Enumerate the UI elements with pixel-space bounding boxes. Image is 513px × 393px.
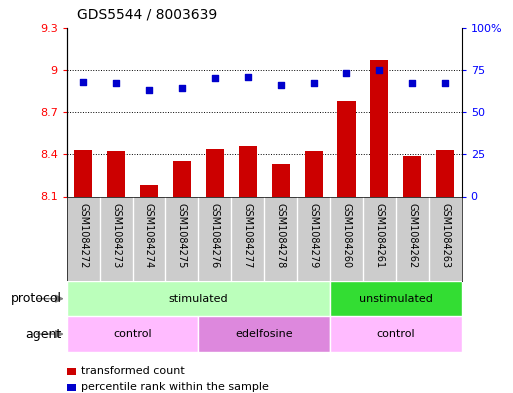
Bar — [330, 281, 462, 316]
Point — [112, 80, 120, 86]
Bar — [74, 150, 92, 196]
Text: GSM1084274: GSM1084274 — [144, 203, 154, 268]
Bar — [173, 161, 191, 196]
Text: GSM1084277: GSM1084277 — [243, 203, 253, 269]
Bar — [305, 151, 323, 196]
Point — [441, 80, 449, 86]
Text: GSM1084276: GSM1084276 — [210, 203, 220, 268]
Text: GSM1084273: GSM1084273 — [111, 203, 121, 268]
Bar — [338, 101, 356, 196]
Text: unstimulated: unstimulated — [359, 294, 433, 304]
Point — [79, 79, 87, 85]
Point — [342, 70, 350, 76]
Point — [244, 73, 252, 80]
Text: control: control — [377, 329, 415, 339]
Bar — [330, 316, 462, 352]
Point — [211, 75, 219, 81]
Point — [145, 87, 153, 93]
Point — [178, 85, 186, 92]
Text: control: control — [113, 329, 152, 339]
Point — [408, 80, 417, 86]
Text: edelfosine: edelfosine — [235, 329, 293, 339]
Text: GSM1084272: GSM1084272 — [78, 203, 88, 269]
Text: percentile rank within the sample: percentile rank within the sample — [81, 382, 269, 392]
Bar — [67, 281, 330, 316]
Text: protocol: protocol — [11, 292, 62, 305]
Text: GSM1084261: GSM1084261 — [374, 203, 384, 268]
Text: GDS5544 / 8003639: GDS5544 / 8003639 — [77, 7, 217, 22]
Text: GSM1084275: GSM1084275 — [177, 203, 187, 269]
Text: GSM1084279: GSM1084279 — [309, 203, 319, 268]
Point — [376, 67, 384, 73]
Point — [277, 82, 285, 88]
Bar — [271, 164, 290, 196]
Bar — [239, 146, 257, 196]
Text: GSM1084262: GSM1084262 — [407, 203, 417, 268]
Text: GSM1084260: GSM1084260 — [342, 203, 351, 268]
Bar — [107, 151, 125, 196]
Point — [309, 80, 318, 86]
Text: stimulated: stimulated — [169, 294, 228, 304]
Bar — [67, 316, 199, 352]
Bar — [199, 316, 330, 352]
Text: transformed count: transformed count — [81, 366, 185, 376]
Text: agent: agent — [25, 327, 62, 341]
Bar — [370, 60, 388, 196]
Text: GSM1084263: GSM1084263 — [440, 203, 450, 268]
Text: GSM1084278: GSM1084278 — [275, 203, 286, 268]
Bar — [140, 185, 158, 196]
Bar — [436, 150, 455, 196]
Bar — [206, 149, 224, 196]
Bar — [403, 156, 421, 196]
